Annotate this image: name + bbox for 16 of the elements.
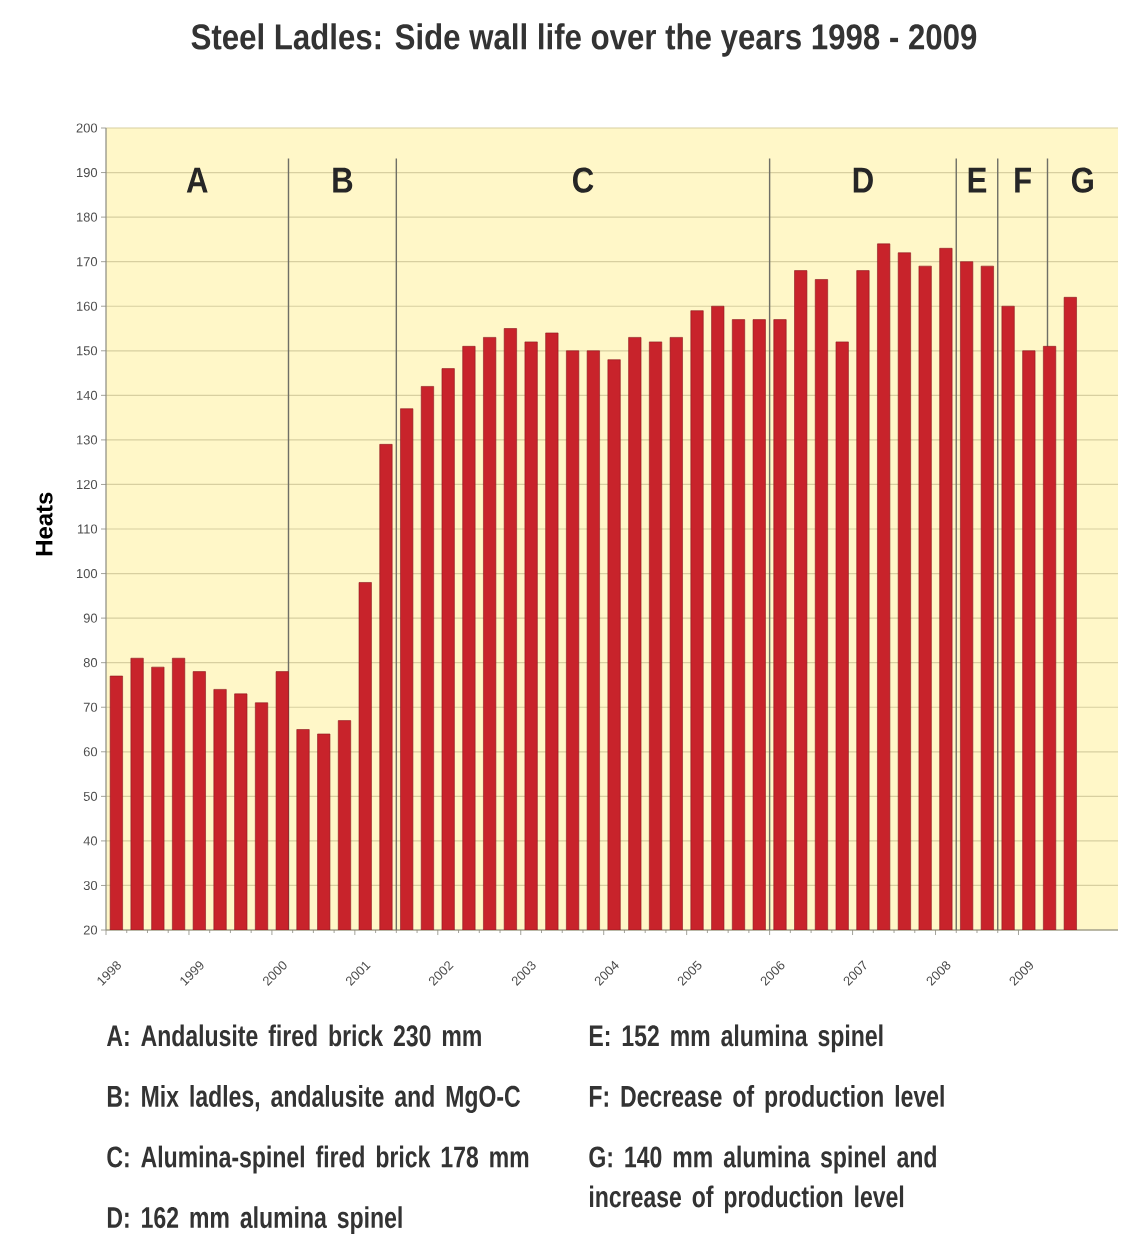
text: C: Alumina-spinel fired brick 178 mm: [107, 1145, 529, 1174]
text: A: Andalusite fired brick 230 mm: [106, 1024, 481, 1047]
annotation: C: [572, 167, 594, 193]
annotation: F: [1015, 167, 1031, 193]
text: F: Decrease of production level: [589, 1085, 944, 1113]
text: D: 162 mm alumina spinel: [107, 1206, 402, 1235]
text: B: Mix ladles, andalusite and MgO-C: [107, 1085, 520, 1114]
annotation: G: [1071, 167, 1093, 193]
annotation: E: [968, 167, 987, 193]
annotation: D: [853, 167, 873, 193]
annotation: B: [333, 167, 353, 193]
y-axis-title: Heats: [35, 492, 53, 556]
text: G: 140 mm alumina spinel and increase of production level: [589, 1145, 936, 1214]
text: E: 152 mm alumina spinel: [589, 1024, 883, 1053]
chart-title: Steel Ladles: Side wall life over the years 1998 - 2009: [191, 23, 977, 57]
annotation: A: [186, 167, 208, 193]
